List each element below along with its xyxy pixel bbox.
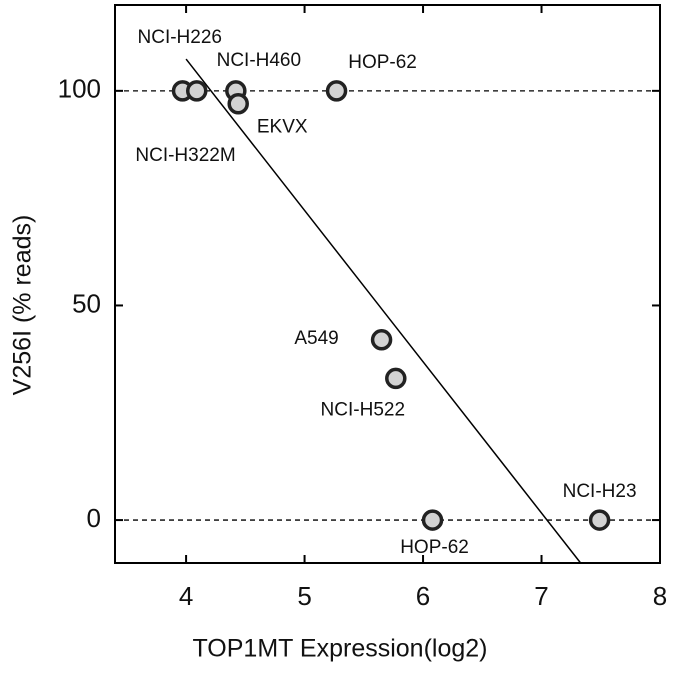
x-tick-label: 5	[297, 581, 311, 611]
y-axis-title: V256I (% reads)	[9, 215, 37, 396]
point-label: HOP-62	[348, 52, 417, 73]
x-tick-label: 4	[179, 581, 193, 611]
x-tick-label: 7	[534, 581, 548, 611]
point	[421, 509, 444, 531]
point-label: NCI-H23	[563, 481, 637, 502]
y-tick-label: 0	[87, 503, 101, 533]
point	[385, 367, 407, 390]
point	[588, 509, 611, 531]
point	[186, 80, 208, 102]
point-label: NCI-H322M	[135, 145, 235, 166]
point	[325, 80, 348, 102]
y-tick-label: 100	[58, 74, 101, 104]
x-tick-label: 8	[653, 581, 667, 611]
point	[227, 92, 249, 115]
plot-frame	[114, 4, 661, 564]
point-label: A549	[294, 328, 338, 349]
x-axis-title: TOP1MT Expression(log2)	[192, 635, 487, 663]
point-label: HOP-62	[400, 537, 469, 558]
x-tick-label: 6	[416, 581, 430, 611]
y-tick-label: 50	[72, 288, 101, 318]
point	[370, 329, 393, 351]
point-label: NCI-H226	[138, 27, 222, 48]
point-label: EKVX	[257, 117, 308, 138]
point-label: NCI-H460	[217, 50, 301, 71]
point-label: NCI-H522	[321, 399, 405, 420]
fit-line	[185, 58, 582, 564]
